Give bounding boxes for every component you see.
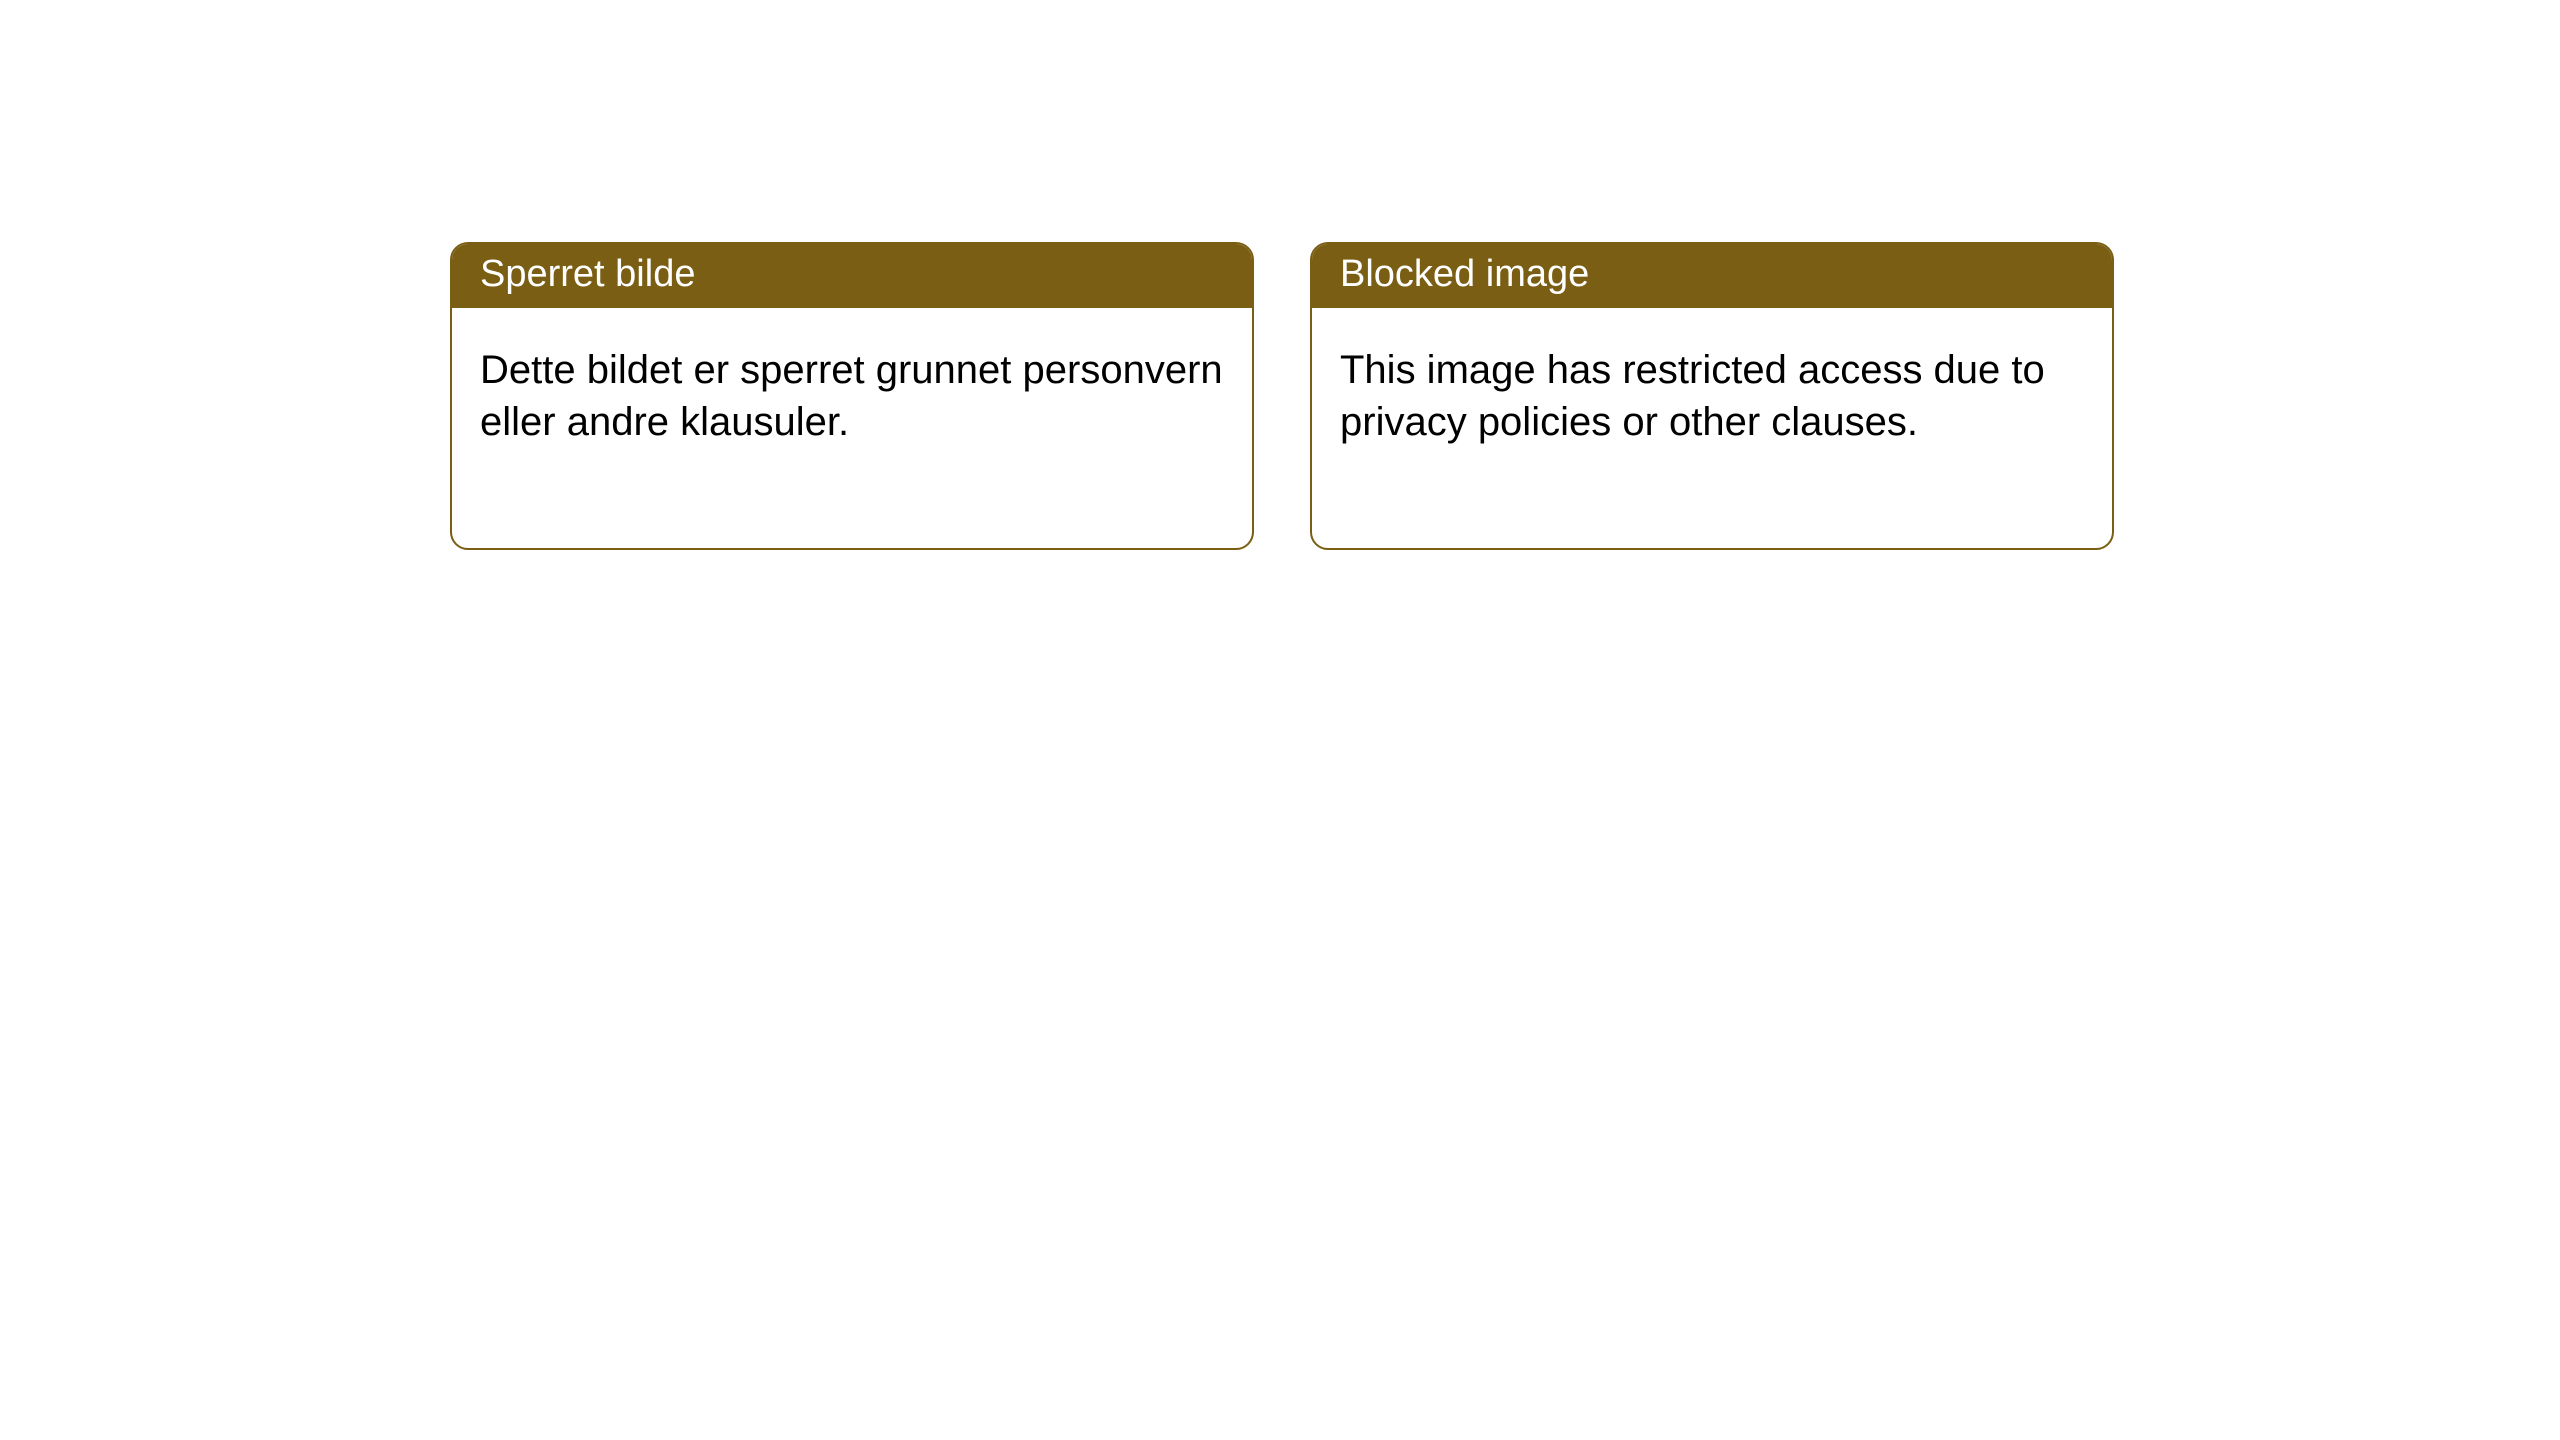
notice-card-english: Blocked image This image has restricted …: [1310, 242, 2114, 550]
notice-container: Sperret bilde Dette bildet er sperret gr…: [0, 0, 2560, 550]
notice-body-norwegian: Dette bildet er sperret grunnet personve…: [452, 308, 1252, 548]
notice-header-norwegian: Sperret bilde: [452, 244, 1252, 308]
notice-header-english: Blocked image: [1312, 244, 2112, 308]
notice-card-norwegian: Sperret bilde Dette bildet er sperret gr…: [450, 242, 1254, 550]
notice-body-english: This image has restricted access due to …: [1312, 308, 2112, 548]
